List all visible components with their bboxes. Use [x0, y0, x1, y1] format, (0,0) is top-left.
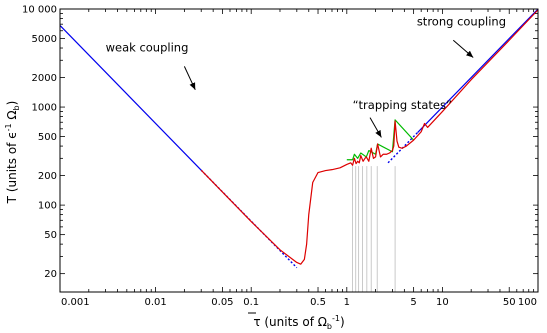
y-tick-label: 500 — [38, 132, 57, 143]
x-axis-label-sup: -1 — [332, 314, 340, 323]
y-axis-label-sup: -1 — [4, 123, 13, 131]
x-tick-label: 0.1 — [243, 297, 259, 308]
x-axis-label-close: ) — [340, 315, 345, 329]
x-tick-label: 10 — [436, 297, 449, 308]
x-tick-label: 5 — [410, 297, 416, 308]
x-tick-label: 0.001 — [61, 297, 90, 308]
y-tick-label: 50 — [44, 230, 57, 241]
x-tick-label: 100 — [518, 297, 537, 308]
plot-frame — [59, 8, 539, 293]
series-line-5 — [200, 9, 539, 265]
y-tick-label: 20 — [44, 269, 57, 280]
annotation-arrow-2 — [452, 39, 474, 58]
annotation-label-1: “trapping states” — [353, 98, 452, 112]
y-axis-label: T (units of ϵ-1 Ωb) — [4, 101, 21, 205]
y-tick-label: 200 — [38, 171, 57, 182]
axis-ticks: 0.001 0.01 0.05 0.1 0.5 1 5 10 50 100205010020050… — [22, 5, 539, 308]
x-axis-label: τ (units of Ωb-1) — [253, 314, 344, 331]
trapping-state-lines — [352, 166, 396, 292]
annotations: weak coupling “trapping states” strong cou… — [106, 14, 506, 138]
y-axis-label-text: T (units of ϵ — [5, 131, 19, 204]
x-tick-label: 1 — [344, 297, 350, 308]
series-layer — [59, 8, 539, 269]
series-line-0 — [59, 25, 202, 171]
y-tick-label: 1000 — [32, 103, 57, 114]
y-axis-label-close: ) — [5, 101, 19, 106]
series-line-3 — [417, 8, 539, 133]
x-tick-label: 0.5 — [310, 297, 326, 308]
annotation-label-2: strong coupling — [417, 14, 506, 28]
y-tick-label: 5000 — [32, 34, 57, 45]
y-tick-label: 10 000 — [22, 5, 57, 16]
x-axis-label-tau: τ — [253, 315, 260, 329]
y-tick-label: 2000 — [32, 73, 57, 84]
x-axis-label-text: (units of Ω — [261, 315, 327, 329]
x-tick-label: 0.05 — [211, 297, 233, 308]
x-tick-label: 0.01 — [144, 297, 166, 308]
y-axis-label-sub: b — [12, 105, 21, 110]
series-line-4 — [346, 119, 415, 161]
x-tick-label: 50 — [503, 297, 516, 308]
annotation-arrow-1 — [369, 117, 382, 138]
y-tick-label: 100 — [38, 201, 57, 212]
x-axis-label-sub: b — [327, 322, 332, 331]
annotation-label-0: weak coupling — [106, 40, 189, 54]
y-axis-label-omega: Ω — [5, 110, 19, 123]
annotation-arrow-0 — [183, 66, 196, 91]
